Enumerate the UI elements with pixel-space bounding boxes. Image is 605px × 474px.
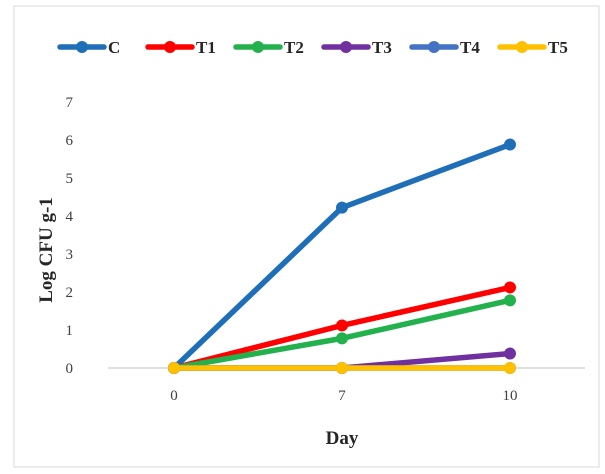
legend-item: T1 bbox=[145, 38, 216, 57]
data-point bbox=[504, 138, 516, 151]
plot-area bbox=[168, 138, 516, 374]
data-point bbox=[336, 201, 348, 214]
data-point bbox=[168, 362, 180, 374]
y-axis-title: Log CFU g-1 bbox=[36, 197, 57, 303]
legend-item: T2 bbox=[233, 38, 304, 57]
y-tick-label: 1 bbox=[66, 323, 74, 339]
legend-swatch-marker bbox=[516, 41, 528, 53]
data-point bbox=[504, 281, 516, 294]
data-point bbox=[504, 294, 516, 307]
legend-item: T4 bbox=[409, 38, 480, 57]
legend: C T1 T2 T3 T4 T5 bbox=[57, 38, 568, 57]
y-tick-label: 3 bbox=[66, 247, 74, 263]
y-tick-label: 4 bbox=[66, 209, 74, 225]
x-tick-label: 10 bbox=[503, 388, 518, 404]
legend-swatch-marker bbox=[340, 41, 352, 53]
legend-swatch-marker bbox=[252, 41, 264, 53]
legend-label: T4 bbox=[460, 38, 480, 57]
y-tick-label: 5 bbox=[66, 171, 74, 187]
x-axis: 0 7 10 bbox=[170, 388, 517, 404]
x-tick-label: 0 bbox=[170, 388, 178, 404]
y-tick-label: 7 bbox=[66, 95, 74, 111]
x-axis-title: Day bbox=[326, 428, 359, 449]
data-point bbox=[336, 319, 348, 332]
legend-label: T2 bbox=[284, 38, 304, 57]
series-t5 bbox=[168, 362, 516, 374]
y-axis: 0 1 2 3 4 5 6 7 bbox=[66, 95, 74, 377]
legend-swatch-marker bbox=[76, 41, 88, 53]
legend-label: T3 bbox=[372, 38, 392, 57]
legend-label: C bbox=[108, 38, 120, 57]
legend-item: C bbox=[57, 38, 120, 57]
y-tick-label: 0 bbox=[66, 361, 74, 377]
x-tick-label: 7 bbox=[338, 388, 346, 404]
legend-label: T5 bbox=[548, 38, 568, 57]
legend-swatch-marker bbox=[428, 41, 440, 53]
data-point bbox=[504, 362, 516, 374]
legend-label: T1 bbox=[196, 38, 216, 57]
data-point bbox=[336, 362, 348, 374]
data-point bbox=[336, 332, 348, 345]
y-tick-label: 2 bbox=[66, 285, 74, 301]
legend-item: T5 bbox=[497, 38, 568, 57]
y-tick-label: 6 bbox=[66, 133, 74, 149]
data-point bbox=[504, 347, 516, 360]
legend-item: T3 bbox=[321, 38, 392, 57]
chart-frame bbox=[13, 5, 600, 468]
legend-swatch-marker bbox=[164, 41, 176, 53]
